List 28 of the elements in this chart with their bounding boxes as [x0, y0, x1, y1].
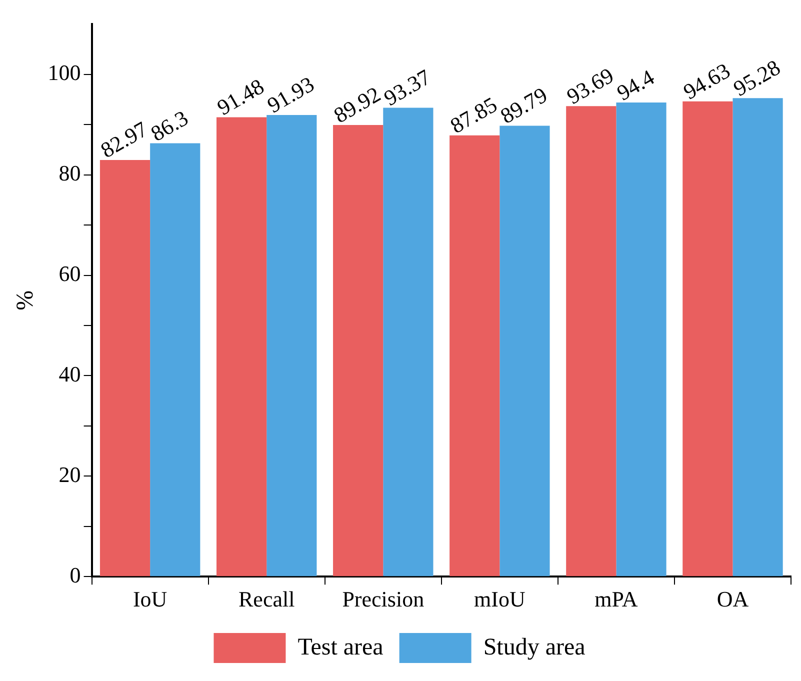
x-tick-label: mIoU [474, 586, 526, 612]
y-tick-label: 20 [58, 462, 81, 487]
bar [566, 106, 616, 576]
y-tick-label: 80 [58, 160, 81, 186]
y-tick-label: 40 [58, 362, 81, 387]
bar [216, 117, 267, 576]
bar [500, 126, 550, 576]
bar [682, 101, 733, 576]
x-tick-label: IoU [132, 586, 168, 612]
bar [616, 102, 666, 576]
x-tick-label: Recall [238, 586, 295, 612]
x-tick-label: mPA [594, 586, 638, 612]
bar [266, 114, 317, 576]
data-label: 89.92 [329, 81, 385, 128]
bar [732, 98, 783, 576]
y-tick-label: 60 [58, 261, 81, 286]
bar [333, 125, 384, 576]
bar [383, 108, 434, 576]
x-tick-label: Precision [342, 586, 424, 612]
bar [150, 143, 200, 576]
y-tick-label: 100 [48, 60, 81, 86]
legend-label: Study area [483, 634, 586, 660]
legend-label: Test area [298, 634, 384, 660]
bar [450, 135, 500, 576]
y-tick-label: 0 [70, 562, 81, 588]
x-tick-label: OA [716, 586, 749, 612]
bar [100, 160, 150, 576]
y-axis-title: % [12, 290, 39, 310]
